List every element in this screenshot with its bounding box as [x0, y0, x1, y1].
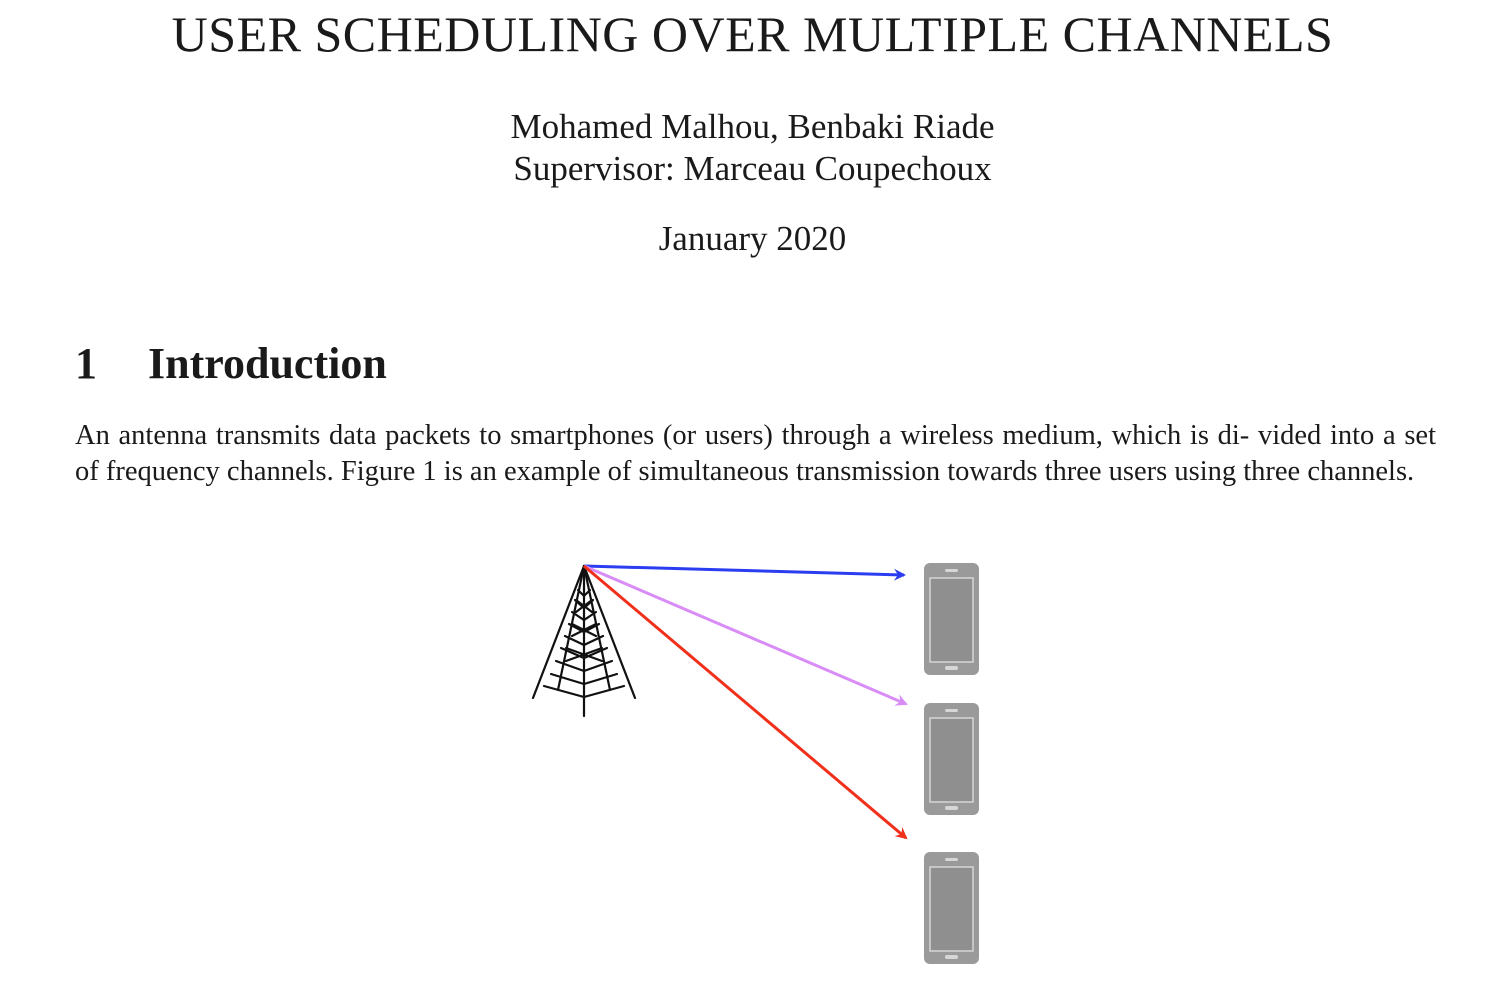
- section-heading: 1 Introduction: [75, 338, 387, 390]
- channel-1-arrow: [583, 564, 906, 581]
- antenna-tower-icon: [531, 564, 637, 718]
- paper-date: January 2020: [658, 219, 847, 258]
- supervisor-line: Supervisor: Marceau Coupechoux: [513, 149, 992, 188]
- paper-title: USER SCHEDULING OVER MULTIPLE CHANNELS: [171, 6, 1334, 62]
- author-block: Mohamed Malhou, Benbaki Riade Supervisor…: [0, 106, 1505, 190]
- smartphone-icon: [924, 563, 979, 675]
- smartphone-icon: [924, 703, 979, 815]
- channel-3-arrow: [583, 564, 908, 840]
- paragraph-line: vided into a set of frequency channels. …: [75, 420, 1436, 487]
- channel-2-arrow: [583, 564, 908, 706]
- smartphone-icon: [924, 852, 979, 964]
- section-number: 1: [75, 339, 97, 388]
- authors-line: Mohamed Malhou, Benbaki Riade: [510, 107, 995, 146]
- paragraph-line: An antenna transmits data packets to sma…: [75, 420, 1250, 451]
- section-title: Introduction: [148, 339, 387, 388]
- paragraph-line: three users using three channels.: [1044, 456, 1415, 487]
- intro-paragraph: An antenna transmits data packets to sma…: [75, 418, 1436, 490]
